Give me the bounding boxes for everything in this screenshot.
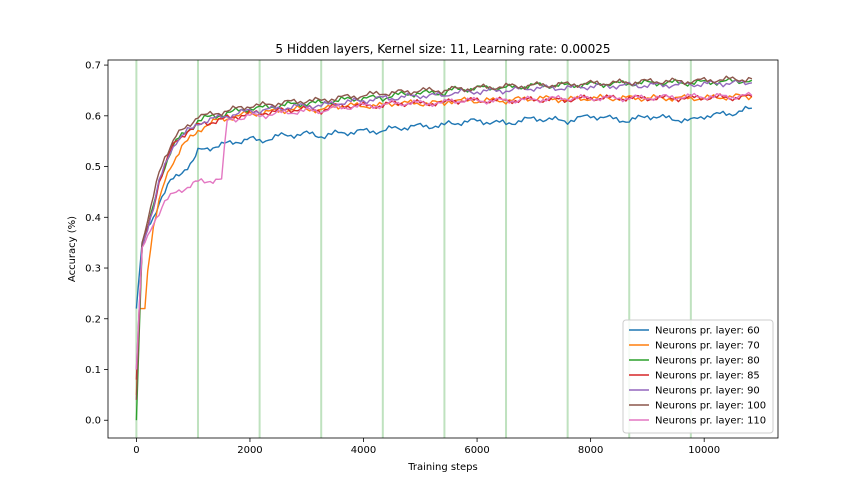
x-tick-label: 6000 [464,445,489,456]
x-axis-label: Training steps [407,462,477,473]
legend-entry: Neurons pr. layer: 90 [655,386,760,397]
y-tick-label: 0.5 [85,162,101,173]
x-axis-ticks: 0 2000 4000 6000 8000 10000 [133,438,720,456]
y-tick-label: 0.1 [85,365,101,376]
series-lines [135,75,753,421]
y-tick-label: 0.0 [85,416,101,427]
series-line-3 [135,77,753,421]
series-line-7 [135,91,753,370]
legend-entry: Neurons pr. layer: 85 [655,371,760,382]
series-line-6 [135,75,753,400]
legend-entry: Neurons pr. layer: 60 [655,326,760,337]
legend-entry: Neurons pr. layer: 70 [655,341,760,352]
legend: Neurons pr. layer: 60 Neurons pr. layer: … [622,319,774,434]
y-axis-ticks: 0.0 0.1 0.2 0.3 0.4 0.5 0.6 0.7 [85,61,108,427]
y-tick-label: 0.2 [85,314,101,325]
y-tick-label: 0.6 [85,111,101,122]
plot-frame [107,59,779,439]
legend-entry: Neurons pr. layer: 110 [655,416,766,427]
y-tick-label: 0.3 [85,264,101,275]
series-line-1 [135,105,752,309]
x-tick-label: 10000 [688,445,720,456]
x-tick-label: 0 [133,445,139,456]
y-tick-label: 0.4 [85,213,101,224]
y-axis-label: Accuracy (%) [67,216,78,282]
series-line-5 [135,79,753,370]
x-tick-label: 4000 [351,445,376,456]
legend-box [622,319,774,434]
chart-title: 5 Hidden layers, Kernel size: 11, Learni… [275,42,610,56]
legend-entry: Neurons pr. layer: 100 [655,401,766,412]
y-tick-label: 0.7 [85,61,101,72]
x-tick-label: 8000 [578,445,603,456]
x-tick-label: 2000 [237,445,262,456]
legend-entry: Neurons pr. layer: 80 [655,356,760,367]
